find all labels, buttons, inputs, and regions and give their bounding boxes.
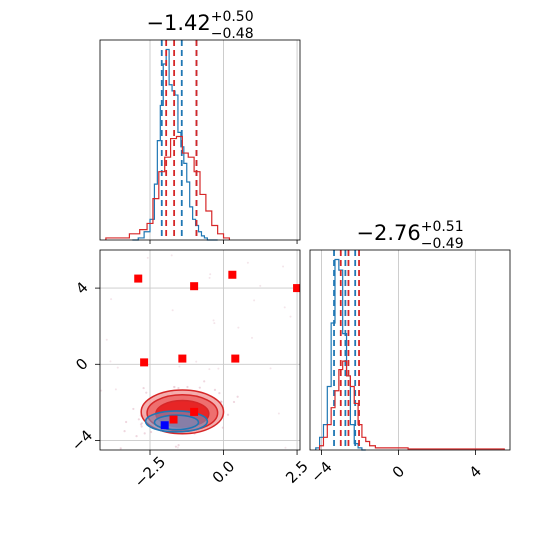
sample-dot [217,367,220,370]
sample-dot [109,360,112,363]
sample-dot [237,326,240,329]
panel-frame [99,249,301,451]
sample-dot [226,413,230,416]
sample-dot [176,446,179,449]
red-point-marker [190,407,199,416]
sample-dot [114,388,117,391]
sample-dot [198,386,201,389]
sample-dot [269,367,272,370]
y-tick-label: −4 [68,426,96,454]
x-tick-label: −4 [307,458,335,486]
sample-dot [116,366,119,369]
plot-area [100,250,300,450]
histogram-step [132,48,218,241]
histogram-step [315,258,366,451]
x1-histogram-panel [99,39,301,244]
sample-dot [208,276,211,279]
sample-dot [177,386,180,390]
sample-dot [221,426,224,429]
x-tick-label: 0.0 [209,457,239,487]
sample-dot [142,386,145,390]
x2-panel-title: −2.76+0.51 −0.49 [356,219,463,252]
red-point-marker [169,415,178,424]
y-tick-label: 0 [72,355,91,374]
x-tick-label: 2.5 [282,457,312,487]
x-tick-label: −2.5 [131,453,169,491]
panel-frame [99,39,301,241]
sample-dot [282,265,285,268]
y-tick-label: 4 [72,278,91,297]
panel-frame [309,249,511,451]
x2-histogram-panel: −4 0 4 [307,249,511,486]
sample-dot [246,261,249,264]
sample-dot [110,298,113,301]
red-point-marker [190,282,199,291]
sample-dot [170,254,173,257]
sample-dot [140,425,143,428]
sample-dot [105,338,108,341]
red-point-marker [178,354,187,363]
sample-dot [284,446,287,449]
histogram-step [105,135,231,240]
x-tick-label: 0 [389,462,408,481]
joint-scatter-panel: −2.5 0.0 2.5 −4 0 4 [68,249,312,491]
sample-dot [277,412,280,415]
red-point-marker [134,274,143,283]
red-point-marker [231,354,240,363]
sample-dot [143,432,146,435]
x1-panel-title: −1.42+0.50 −0.48 [146,9,253,42]
sample-dot [137,418,140,421]
sample-dot [195,360,198,363]
sample-dot [123,430,126,433]
sample-dot [146,256,149,259]
sample-dot [150,430,153,434]
sample-dot [135,435,138,438]
sample-dot [208,368,211,371]
sample-dot [178,365,181,368]
sample-dot [232,400,236,404]
sample-dot [119,447,122,450]
sample-dot [212,319,215,322]
sample-dot [174,445,178,448]
sample-dot [173,385,176,389]
sample-dot [145,391,148,394]
sample-dot [100,389,103,392]
red-point-marker [228,270,237,279]
sample-dot [171,309,174,312]
red-point-marker [140,358,149,367]
sample-dot [218,391,221,395]
sample-dot [213,322,216,325]
sample-dot [253,299,256,302]
sample-dot [132,407,135,411]
sample-dot [289,315,292,318]
sample-dot [203,380,206,383]
sample-dot [283,306,286,309]
blue-point-marker [160,421,169,430]
x-tick-label: 4 [466,462,485,481]
sample-dot [209,273,212,276]
red-point-marker [293,284,300,293]
histogram-step [319,360,505,450]
sample-dot [213,388,217,391]
sample-dot [250,336,253,339]
sample-dot [220,400,223,403]
sample-dot [140,422,143,425]
sample-dot [236,395,239,398]
sample-dot [125,420,128,424]
sample-dot [177,444,180,447]
sample-dot [259,284,262,287]
sample-dot [172,385,175,388]
sample-dot [186,385,189,389]
